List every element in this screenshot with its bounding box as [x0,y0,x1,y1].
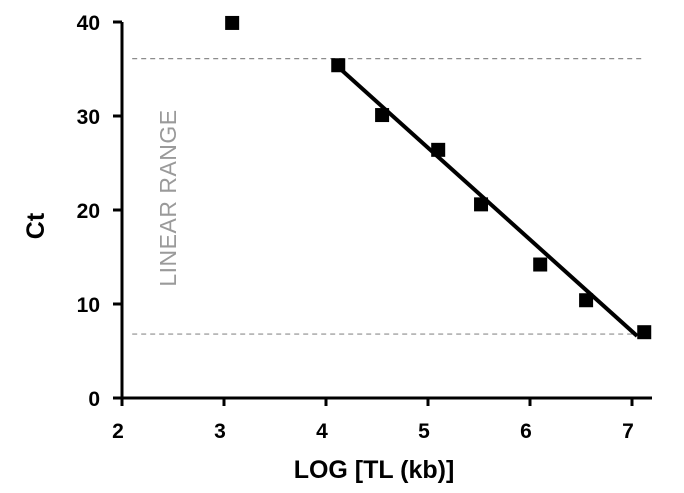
y-tick-label: 10 [77,294,100,317]
x-axis-title: LOG [TL (kb)] [294,456,455,484]
x-tick-label: 6 [520,420,532,443]
y-tick-label: 40 [77,12,100,35]
data-point [375,108,390,123]
x-tick-label: 4 [316,420,328,443]
reference-lines [132,58,643,335]
y-ticks: 0 10 20 30 40 [77,12,122,411]
y-axis-title: Ct [22,212,50,239]
axes [120,22,652,400]
linear-range-annotation: LINEAR RANGE [155,109,181,286]
x-tick-label: 2 [112,420,124,443]
data-point [579,293,594,308]
x-ticks: 2 3 4 5 6 7 [112,398,634,443]
data-point [225,15,240,30]
data-point [474,197,489,212]
data-point [533,257,548,272]
y-tick-label: 20 [77,200,100,223]
x-tick-label: 7 [622,420,634,443]
data-points [225,15,652,340]
x-tick-label: 3 [214,420,226,443]
data-point [331,58,346,73]
y-tick-label: 0 [88,388,100,411]
x-tick-label: 5 [418,420,430,443]
data-point [637,325,652,340]
data-point [431,142,446,157]
y-tick-label: 30 [77,106,100,129]
